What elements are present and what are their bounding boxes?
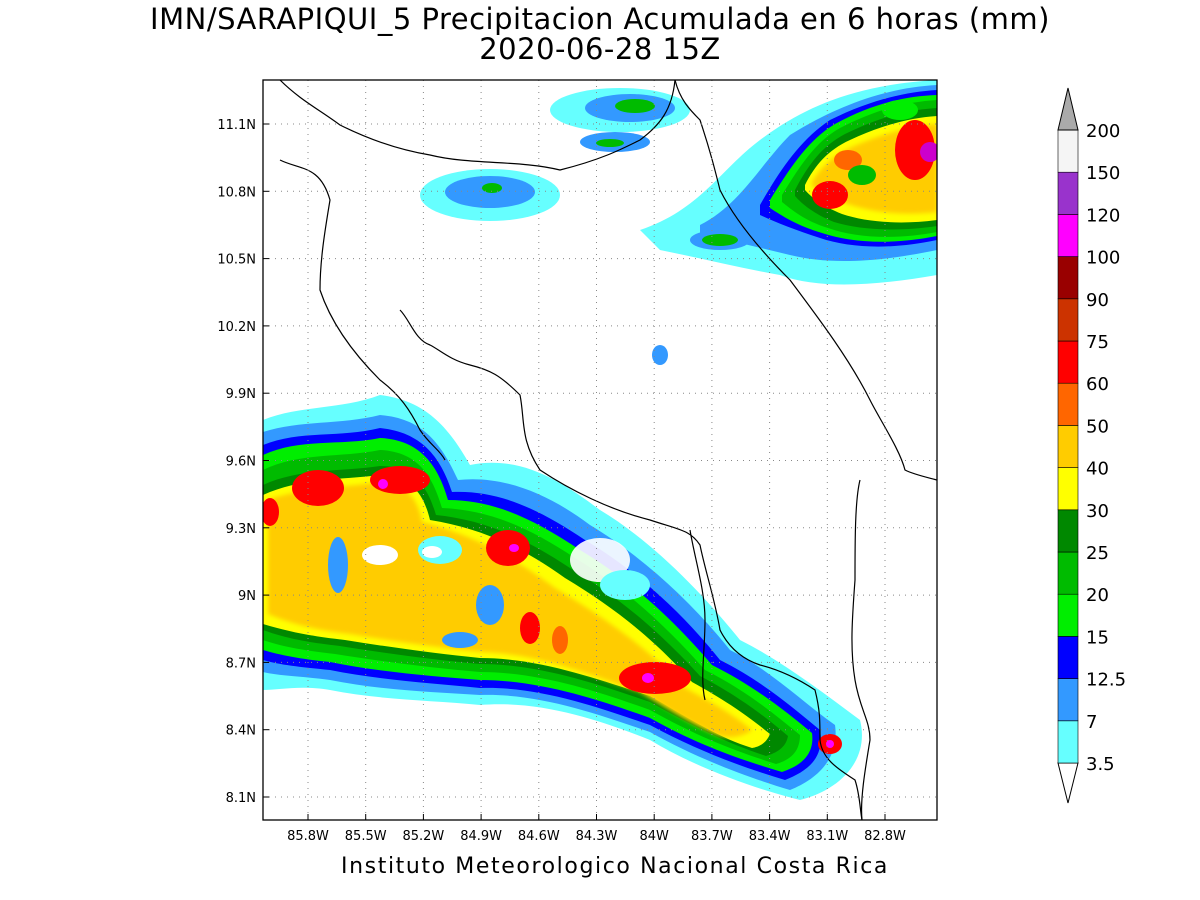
lat-tick-label: 9.3N <box>226 522 256 537</box>
colorbar-swatch <box>1057 678 1079 722</box>
colorbar-level-label: 40 <box>1086 459 1109 480</box>
lon-tick-label: 83.1W <box>806 829 848 844</box>
lon-tick-label: 84W <box>639 829 669 844</box>
lon-tick-label: 83.7W <box>691 829 733 844</box>
coastline-borders <box>279 80 937 820</box>
footer-credit: Instituto Meteorologico Nacional Costa R… <box>341 854 889 879</box>
lat-tick-label: 8.7N <box>226 656 256 671</box>
lon-tick-label: 85.2W <box>402 829 444 844</box>
lat-tick-label: 8.1N <box>226 791 256 806</box>
colorbar-level-label: 15 <box>1086 627 1109 648</box>
colorbar-level-label: 3.5 <box>1086 754 1115 775</box>
colorbar-swatch <box>1057 340 1079 384</box>
lat-tick-label: 10.5N <box>217 253 256 268</box>
colorbar-swatch <box>1057 171 1079 215</box>
lat-tick-label: 9.6N <box>226 455 256 470</box>
colorbar-level-label: 150 <box>1086 163 1120 184</box>
colorbar-swatch <box>1057 425 1079 468</box>
map-frame <box>262 79 938 821</box>
colorbar-max-arrow <box>1057 87 1079 131</box>
colorbar-level-label: 100 <box>1086 248 1120 269</box>
latitude-axis: 11.1N 10.8N 10.5N 10.2N 9.9N 9.6N 9.3N 9N 8.7N 8.… <box>217 118 269 806</box>
lon-tick-label: 84.6W <box>518 829 560 844</box>
precip-band-pacific <box>263 395 862 800</box>
colorbar-swatch <box>1057 509 1079 553</box>
colorbar-level-label: 120 <box>1086 205 1120 226</box>
colorbar-level-label: 30 <box>1086 501 1109 522</box>
lon-tick-label: 84.3W <box>576 829 618 844</box>
colorbar-swatch <box>1057 298 1079 342</box>
colorbar-swatch <box>1057 214 1079 257</box>
lon-tick-label: 82.8W <box>864 829 906 844</box>
lat-tick-label: 10.8N <box>217 185 256 200</box>
colorbar-level-label: 75 <box>1086 332 1109 353</box>
colorbar-level-label: 90 <box>1086 290 1109 311</box>
colorbar-level-label: 25 <box>1086 543 1109 564</box>
precipitation-field <box>263 80 937 800</box>
colorbar-swatch <box>1057 382 1079 426</box>
colorbar-level-label: 200 <box>1086 121 1120 142</box>
colorbar-swatch <box>1057 593 1079 637</box>
lon-tick-label: 85.8W <box>287 829 329 844</box>
colorbar-legend: 3.5 7 12.5 15 20 25 30 40 50 60 75 90 100 120 150 200 <box>1057 87 1126 804</box>
colorbar-swatch <box>1057 256 1079 300</box>
map-subtitle-date: 2020-06-28 15Z <box>479 32 721 66</box>
colorbar-level-label: 12.5 <box>1086 670 1126 691</box>
map-title: IMN/SARAPIQUI_5 Precipitacion Acumulada … <box>150 2 1050 36</box>
colorbar-level-label: 50 <box>1086 416 1109 437</box>
lat-tick-label: 8.4N <box>226 724 256 739</box>
colorbar-level-label: 60 <box>1086 374 1109 395</box>
longitude-axis: 85.8W 85.5W 85.2W 84.9W 84.6W 84.3W 84W 83.7W 83… <box>287 814 906 844</box>
colorbar-swatch <box>1057 129 1079 173</box>
lon-tick-label: 83.4W <box>749 829 791 844</box>
colorbar-swatch <box>1057 636 1079 679</box>
colorbar-level-label: 7 <box>1086 712 1097 733</box>
lat-tick-label: 9N <box>238 589 256 604</box>
precip-band-caribbean <box>420 80 937 365</box>
lat-tick-label: 9.9N <box>226 387 256 402</box>
lon-tick-label: 85.5W <box>345 829 387 844</box>
colorbar-swatch <box>1057 720 1079 764</box>
colorbar-swatch <box>1057 551 1079 595</box>
colorbar-level-label: 20 <box>1086 585 1109 606</box>
map-gridlines <box>263 80 937 820</box>
lon-tick-label: 84.9W <box>460 829 502 844</box>
lat-tick-label: 10.2N <box>217 320 256 335</box>
colorbar-min-arrow <box>1057 762 1079 804</box>
colorbar-swatch <box>1057 467 1079 511</box>
lat-tick-label: 11.1N <box>217 118 256 133</box>
